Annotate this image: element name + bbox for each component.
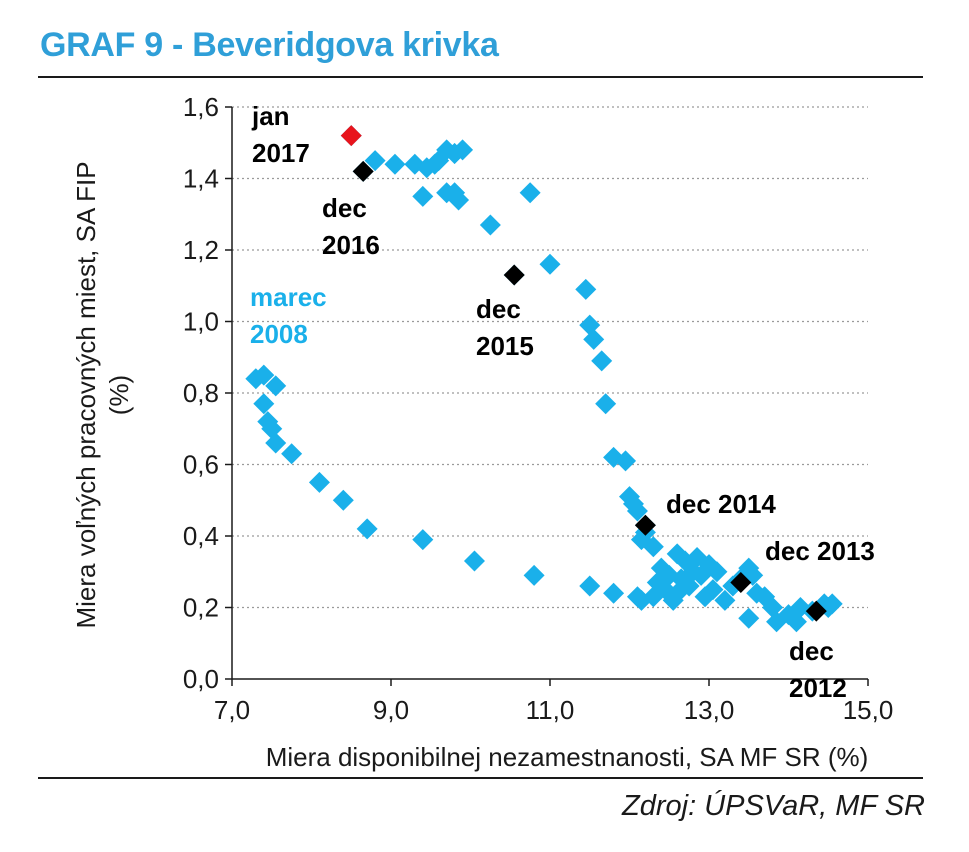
- y-axis-label-line: (%): [104, 375, 134, 415]
- x-tick-label: 11,0: [526, 695, 575, 725]
- highlighted-point: [503, 264, 525, 286]
- x-tick-label: 9,0: [373, 695, 409, 725]
- annotation-label: 2008: [250, 319, 308, 349]
- y-tick-label: 0,0: [183, 664, 219, 694]
- data-point: [523, 564, 545, 586]
- y-tick-label: 1,4: [183, 164, 219, 194]
- data-point: [603, 582, 625, 604]
- data-point: [575, 278, 597, 300]
- y-axis-label-line: Miera voľných pracovných miest, SA FIP: [71, 161, 101, 628]
- y-tick-label: 1,0: [183, 307, 219, 337]
- annotation-label: dec: [789, 636, 834, 666]
- highlighted-point: [730, 571, 752, 593]
- x-tick-label: 15,0: [843, 695, 894, 725]
- highlighted-point: [634, 514, 656, 536]
- x-tick-labels: 7,0 9,0 11,0 13,0 15,0: [214, 695, 893, 725]
- data-point: [714, 589, 736, 611]
- annotation-label: dec 2013: [765, 536, 875, 566]
- highlighted-point: [340, 125, 362, 147]
- data-point: [591, 350, 613, 372]
- source-note: Zdroj: ÚPSVaR, MF SR: [622, 790, 925, 822]
- annotation-label: marec: [250, 282, 327, 312]
- x-tick-label: 7,0: [214, 695, 250, 725]
- data-point: [384, 153, 406, 175]
- y-tick-label: 0,6: [183, 450, 219, 480]
- data-point: [666, 543, 688, 565]
- y-tick-label: 0,4: [183, 521, 219, 551]
- y-tick-label: 0,8: [183, 378, 219, 408]
- data-point: [479, 214, 501, 236]
- y-tick-label: 0,2: [183, 593, 219, 623]
- data-point: [253, 393, 275, 415]
- data-point: [642, 536, 664, 558]
- data-point: [622, 493, 644, 515]
- y-axis-label: Miera voľných pracovných miest, SA FIP (%…: [71, 161, 134, 628]
- data-point: [253, 364, 275, 386]
- data-point: [706, 561, 728, 583]
- data-point: [412, 529, 434, 551]
- annotation-label: 2016: [322, 230, 380, 260]
- data-point: [281, 443, 303, 465]
- data-point: [356, 518, 378, 540]
- annotation-label: 2015: [476, 331, 534, 361]
- data-point: [519, 182, 541, 204]
- data-point: [579, 575, 601, 597]
- axes: [225, 106, 869, 686]
- data-point: [436, 182, 458, 204]
- annotation-label: 2017: [252, 138, 310, 168]
- bottom-rule: [38, 777, 923, 779]
- x-axis-label: Miera disponibilnej nezamestnanosti, SA …: [266, 742, 869, 772]
- annotations: jan 2017 dec 2016 marec 2008 dec 2015 dec 2014 de…: [250, 101, 875, 703]
- annotation-label: dec: [322, 193, 367, 223]
- y-tick-labels: 0,0 0,2 0,4 0,6 0,8 1,0 1,2 1,4 1,6: [183, 92, 219, 694]
- highlighted-point: [352, 160, 374, 182]
- data-point: [463, 550, 485, 572]
- chart-title: GRAF 9 - Beveridgova krivka: [40, 26, 499, 64]
- data-point: [404, 153, 426, 175]
- data-point: [332, 489, 354, 511]
- top-rule: [38, 76, 923, 78]
- data-point: [265, 375, 287, 397]
- data-point: [265, 432, 287, 454]
- x-tick-label: 13,0: [684, 695, 735, 725]
- annotation-label: 2012: [789, 673, 847, 703]
- data-point: [364, 150, 386, 172]
- annotation-label: dec 2014: [666, 489, 776, 519]
- data-point: [412, 185, 434, 207]
- highlighted-points: [340, 125, 827, 622]
- y-tick-label: 1,2: [183, 235, 219, 265]
- highlighted-point: [805, 600, 827, 622]
- data-point: [738, 607, 760, 629]
- annotation-label: dec: [476, 294, 521, 324]
- y-tick-label: 1,6: [183, 92, 219, 122]
- gridlines: [232, 106, 868, 609]
- data-point: [308, 471, 330, 493]
- data-point: [615, 450, 637, 472]
- data-point: [444, 142, 466, 164]
- data-point: [702, 579, 724, 601]
- annotation-label: jan: [251, 101, 290, 131]
- data-point: [595, 393, 617, 415]
- data-point: [579, 314, 601, 336]
- data-point: [539, 253, 561, 275]
